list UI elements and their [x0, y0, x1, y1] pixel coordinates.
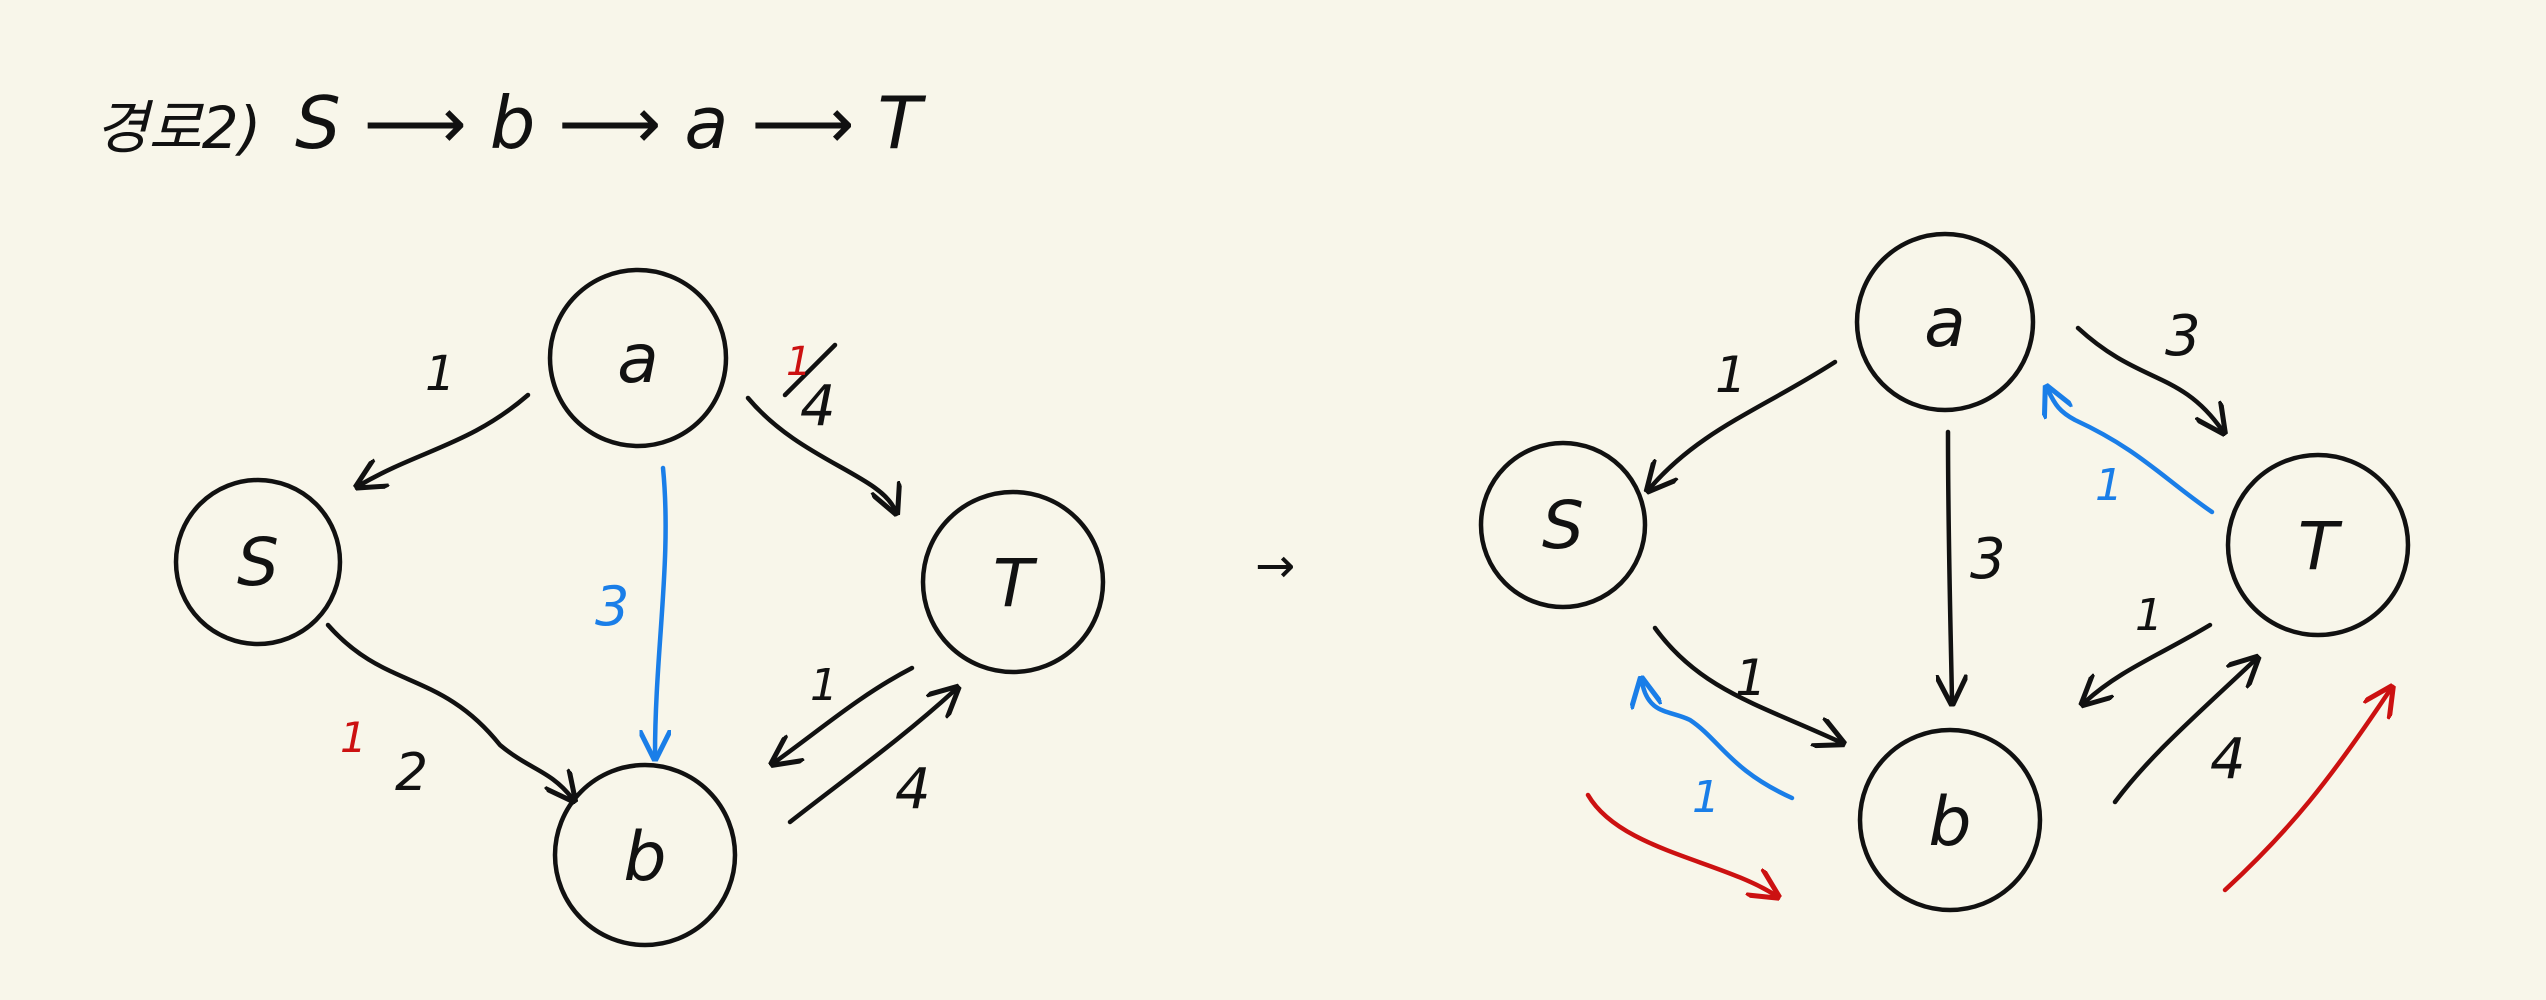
right-edge-a-t: [2075, 325, 2222, 430]
left-edge-t-b: [775, 665, 915, 762]
left-edge-t-b-cap: 1: [810, 660, 838, 711]
left-node-s-label: S: [237, 524, 279, 601]
right-edge-a-s-cap: 1: [1715, 346, 1747, 404]
left-node-b-label: b: [623, 818, 666, 897]
right-edge-a-b-cap: 3: [1970, 527, 2006, 592]
header: 경로2) S ⟶ b ⟶ a ⟶ T: [95, 81, 927, 165]
right-edge-a-b: [1948, 429, 1952, 700]
step-label: 경로2): [95, 94, 261, 162]
right-edge-s-b: [1652, 625, 1840, 742]
right-node-t-label: T: [2298, 508, 2343, 585]
left-edge-a-t-new-cap: 1: [786, 339, 811, 385]
right-edge-a-s: [1650, 359, 1838, 488]
left-edge-a-t-strike: [782, 342, 838, 398]
left-node-b: b: [552, 762, 738, 948]
right-node-b: b: [1857, 727, 2043, 913]
left-node-t: T: [920, 489, 1106, 675]
right-edge-t-a-residual-cap: 1: [2095, 460, 2123, 511]
left-edge-a-s-cap: 1: [425, 346, 456, 402]
right-edge-a-t-cap: 3: [2165, 304, 2201, 369]
right-edge-s-b-cap: 1: [1735, 649, 1767, 707]
left-edge-s-b-new-cap: 1: [340, 713, 367, 762]
right-edge-t-b-cap: 1: [2135, 590, 2163, 641]
left-node-t-label: T: [993, 545, 1038, 622]
left-edge-b-t: [787, 690, 955, 825]
right-edge-b-s-residual-cap: 1: [1692, 772, 1720, 823]
right-node-s-label: S: [1542, 487, 1584, 564]
left-edge-s-b-cap: 2: [395, 743, 428, 803]
left-edge-a-t-old-cap: 4: [800, 374, 836, 439]
transition-arrow: →: [1255, 538, 1295, 594]
right-node-a: a: [1854, 231, 2036, 413]
left-edge-b-t-cap: 4: [895, 757, 931, 822]
left-node-a: a: [547, 267, 729, 449]
right-path-arrow-s-b: [1585, 792, 1775, 895]
left-graph: a S T b 1 4 1 3 2 1 1 4: [173, 267, 1106, 948]
left-edge-s-b: [325, 622, 572, 798]
right-edge-b-t-cap: 4: [2210, 727, 2246, 792]
path-sequence: S ⟶ b ⟶ a ⟶ T: [295, 81, 927, 165]
left-node-s: S: [173, 477, 343, 647]
right-path-arrow-b-t: [2222, 690, 2390, 893]
right-node-a-label: a: [1924, 284, 1966, 363]
right-edge-t-a-residual: [2048, 390, 2215, 515]
right-node-t: T: [2225, 452, 2411, 638]
left-edge-a-b: [655, 465, 666, 755]
left-edge-a-t: [745, 395, 895, 510]
left-edge-a-s: [360, 392, 531, 485]
right-graph: a S T b 1 3 1 3 1 1 1 4: [1478, 231, 2411, 913]
right-edge-t-b: [2085, 622, 2213, 702]
right-node-s: S: [1478, 440, 1648, 610]
right-node-b-label: b: [1928, 783, 1971, 862]
left-node-a-label: a: [617, 320, 659, 399]
left-edge-a-b-cap: 3: [595, 575, 629, 638]
right-edge-b-t: [2112, 660, 2255, 805]
right-edge-b-s-residual: [1642, 682, 1795, 801]
